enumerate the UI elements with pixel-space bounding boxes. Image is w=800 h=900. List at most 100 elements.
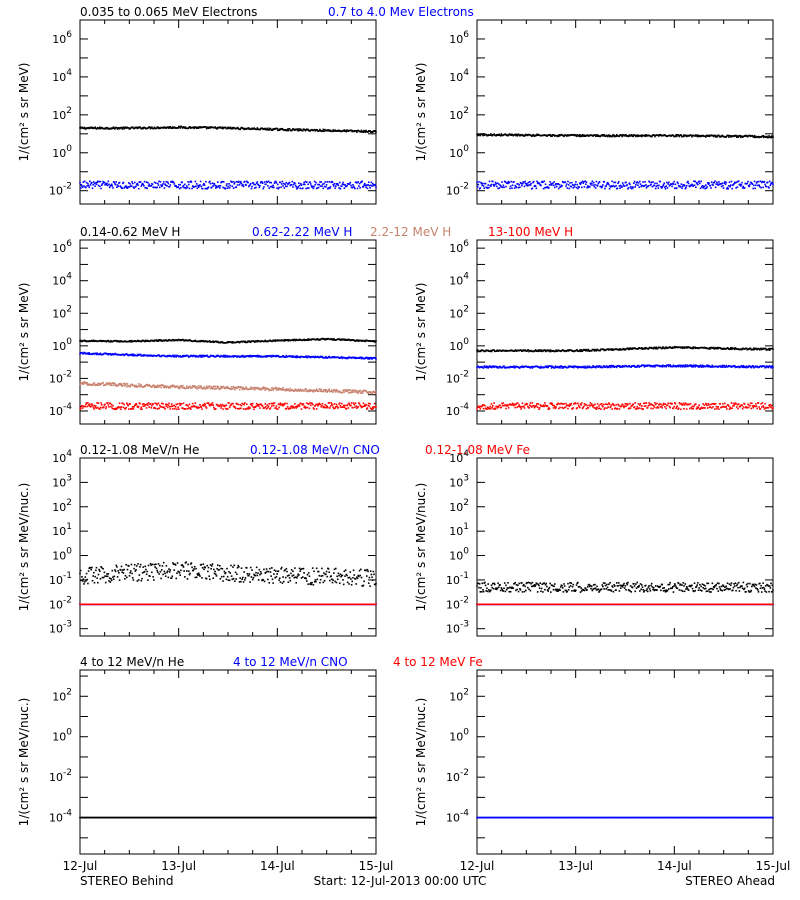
data-point: [619, 187, 621, 189]
data-point: [540, 365, 542, 368]
data-point: [155, 127, 158, 130]
data-point: [311, 402, 313, 405]
data-point: [499, 404, 501, 407]
data-point: [170, 403, 173, 405]
data-point: [327, 406, 329, 409]
data-point: [603, 134, 606, 136]
data-point: [161, 184, 164, 187]
data-point: [661, 186, 664, 189]
data-point: [755, 347, 757, 350]
data-point: [209, 404, 211, 407]
data-point: [640, 134, 642, 137]
data-point: [568, 405, 571, 408]
data-point: [612, 364, 615, 367]
data-point: [762, 186, 764, 189]
data-point: [212, 387, 214, 389]
data-point: [616, 407, 619, 410]
data-point: [641, 184, 644, 187]
data-point: [769, 184, 772, 187]
data-point: [637, 403, 640, 405]
data-point: [189, 126, 191, 128]
data-point: [295, 407, 298, 409]
data-point: [146, 383, 149, 386]
data-point: [171, 385, 174, 388]
data-point: [640, 185, 642, 188]
data-point: [105, 405, 108, 408]
data-point: [298, 182, 300, 185]
data-point: [271, 355, 274, 358]
data-point: [714, 134, 716, 137]
data-point: [145, 404, 147, 406]
data-point: [329, 407, 331, 409]
data-point: [534, 405, 537, 408]
data-point: [347, 407, 350, 409]
data-point: [131, 405, 134, 408]
data-point: [91, 181, 93, 184]
data-point: [296, 187, 299, 190]
data-point: [540, 184, 542, 187]
data-point: [120, 408, 122, 411]
data-point: [540, 350, 542, 353]
data-point: [694, 180, 697, 183]
data-point: [286, 128, 289, 130]
data-point: [770, 366, 772, 369]
data-point: [513, 350, 516, 352]
data-point: [497, 183, 500, 185]
data-point: [677, 134, 680, 137]
data-point: [566, 134, 569, 137]
data-point: [334, 187, 336, 190]
data-point: [115, 339, 118, 342]
data-point: [210, 403, 212, 405]
data-point: [144, 340, 147, 343]
data-point: [299, 389, 301, 392]
data-point: [346, 389, 348, 391]
data-point: [645, 402, 648, 404]
data-point: [649, 184, 652, 187]
data-point: [699, 135, 702, 138]
data-point: [684, 187, 687, 190]
data-point: [110, 405, 112, 408]
data-point: [167, 126, 170, 128]
data-point: [629, 135, 632, 137]
data-point: [482, 182, 484, 185]
data-point: [210, 387, 212, 390]
data-point: [523, 185, 526, 188]
data-point: [280, 186, 282, 189]
data-point: [512, 366, 515, 368]
data-point: [731, 187, 733, 190]
data-point: [637, 184, 639, 187]
data-point: [305, 402, 308, 404]
data-point: [266, 404, 269, 406]
data-point: [622, 134, 625, 136]
data-point: [98, 180, 100, 183]
data-point: [493, 133, 495, 135]
data-point: [189, 407, 191, 409]
data-point: [554, 350, 557, 352]
data-point: [598, 405, 600, 407]
data-point: [358, 390, 361, 393]
data-point: [582, 406, 584, 409]
data-point: [372, 407, 375, 410]
data-point: [374, 183, 377, 186]
data-point: [721, 364, 724, 367]
data-point: [303, 181, 305, 184]
data-point: [122, 353, 125, 356]
data-point: [515, 403, 517, 406]
data-point: [296, 390, 299, 392]
data-point: [636, 405, 638, 408]
data-point: [367, 184, 369, 186]
data-point: [618, 185, 621, 187]
data-point: [280, 388, 283, 390]
data-point: [108, 381, 110, 384]
data-point: [164, 184, 167, 187]
data-point: [667, 183, 669, 185]
data-point: [547, 366, 549, 369]
data-point: [122, 384, 124, 387]
data-point: [319, 185, 322, 187]
data-point: [173, 356, 176, 358]
data-point: [153, 406, 156, 409]
data-point: [182, 402, 185, 405]
data-point: [143, 184, 145, 187]
data-point: [654, 182, 656, 185]
data-point: [154, 186, 156, 189]
